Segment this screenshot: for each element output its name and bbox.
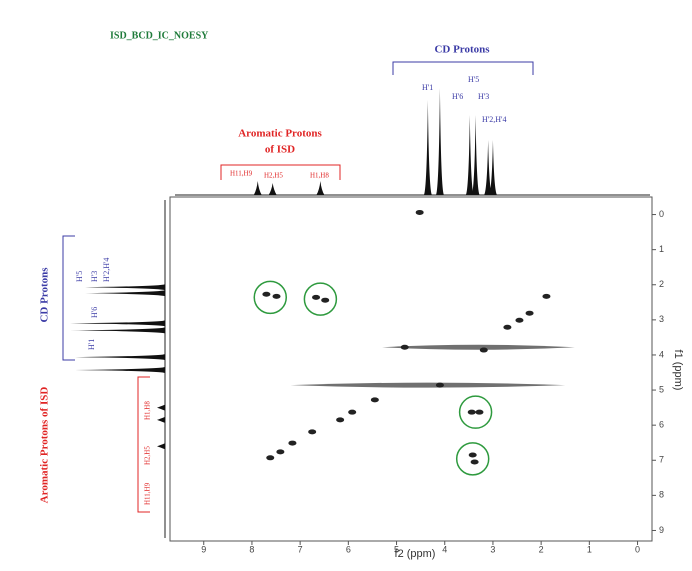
spectrum-peak [75, 367, 165, 374]
ridge [382, 344, 575, 350]
peak-label: H'2,H'4 [482, 115, 506, 124]
x-tick-label: 0 [635, 544, 640, 554]
y-tick-label: 2 [659, 279, 664, 289]
x-tick-label: 4 [442, 544, 447, 554]
cross-peak [475, 409, 484, 415]
chart-title: ISD_BCD_IC_NOESY [110, 30, 209, 41]
highlight-circle [303, 282, 338, 316]
cross-peak [468, 452, 477, 458]
spectrum-peak [85, 290, 165, 297]
y-tick-label: 0 [659, 209, 664, 219]
spectrum-peak [85, 284, 165, 291]
peak-label: H'1 [87, 339, 96, 350]
x-tick-label: 7 [298, 544, 303, 554]
x-tick-label: 5 [394, 544, 399, 554]
cross-peak [370, 397, 379, 403]
peak-label: H1,H8 [310, 172, 329, 180]
cross-peak [435, 382, 444, 388]
highlight-circle [455, 442, 490, 476]
cross-peak [503, 324, 512, 330]
y-tick-label: 4 [659, 349, 664, 359]
y-axis-label: f1 (ppm) [672, 350, 684, 391]
spectrum-peak [70, 320, 165, 327]
annotation: CD Protons [39, 267, 51, 323]
bracket [392, 61, 534, 75]
y-tick-label: 8 [659, 490, 664, 500]
spectrum-peak [435, 88, 444, 195]
peak-label: H'6 [90, 307, 99, 318]
spectrum-peak [316, 181, 325, 195]
annotation: Aromatic Protons of ISD [39, 387, 51, 504]
cross-peak [525, 310, 534, 316]
spectrum-peak [75, 354, 165, 361]
peak-label: H2,H5 [144, 446, 152, 465]
y-tick-label: 3 [659, 314, 664, 324]
cross-peak [348, 409, 357, 415]
y-tick-label: 7 [659, 455, 664, 465]
peak-label: H'1 [422, 83, 433, 92]
ridge [290, 382, 566, 388]
x-tick-label: 3 [490, 544, 495, 554]
spectrum-peak [471, 115, 480, 195]
plot-frame [169, 196, 653, 542]
spectrum-peak [157, 443, 165, 450]
x-axis-label: f2 (ppm) [395, 548, 436, 560]
x-tick-label: 9 [201, 544, 206, 554]
annotation: of ISD [265, 144, 295, 156]
cross-peak [312, 294, 321, 300]
peak-label: H'3 [90, 271, 99, 282]
cross-peak [288, 440, 297, 446]
spectrum-peak [488, 140, 497, 195]
peak-label: H11,H9 [230, 170, 253, 178]
bracket [62, 235, 75, 361]
peak-label: H'5 [75, 271, 84, 282]
spectrum-peak [70, 327, 165, 334]
spectrum-peak [253, 181, 262, 195]
peak-label: H'3 [478, 92, 489, 101]
cross-peak [400, 344, 409, 350]
cross-peak [467, 409, 476, 415]
peak-label: H'2,H'4 [102, 258, 111, 282]
peak-label: H1,H8 [144, 401, 152, 420]
spectrum-peak [157, 404, 165, 411]
cross-peak [272, 293, 281, 299]
peak-label: H2,H5 [264, 172, 283, 180]
x-tick-label: 6 [346, 544, 351, 554]
cross-peak [415, 209, 424, 215]
cross-peak [479, 347, 488, 353]
x-tick-label: 8 [249, 544, 254, 554]
y-tick-label: 1 [659, 244, 664, 254]
spectrum-peak [484, 140, 493, 195]
spectrum-peak [157, 416, 165, 423]
cross-peak [321, 297, 330, 303]
y-tick-label: 9 [659, 525, 664, 535]
y-tick-label: 5 [659, 384, 664, 394]
cross-peak [308, 429, 317, 435]
spectrum-peak [268, 183, 277, 195]
annotation: Aromatic Protons [238, 128, 322, 140]
cross-peak [515, 317, 524, 323]
peak-label: H11,H9 [144, 482, 152, 505]
spectrum-peak [465, 115, 474, 195]
x-tick-label: 1 [587, 544, 592, 554]
cross-peak [262, 291, 271, 297]
highlight-circle [253, 280, 288, 315]
y-tick-label: 6 [659, 420, 664, 430]
annotation: CD Protons [434, 44, 490, 56]
cross-peak [542, 293, 551, 299]
cross-peak [336, 417, 345, 423]
spectrum-peak [423, 100, 432, 195]
highlight-circle [458, 395, 493, 429]
peak-label: H'6 [452, 92, 463, 101]
cross-peak [276, 449, 285, 455]
x-tick-label: 2 [539, 544, 544, 554]
peak-label: H'5 [468, 75, 479, 84]
bracket [220, 164, 341, 180]
cross-peak [470, 459, 479, 465]
cross-peak [266, 455, 275, 461]
bracket [137, 376, 150, 513]
